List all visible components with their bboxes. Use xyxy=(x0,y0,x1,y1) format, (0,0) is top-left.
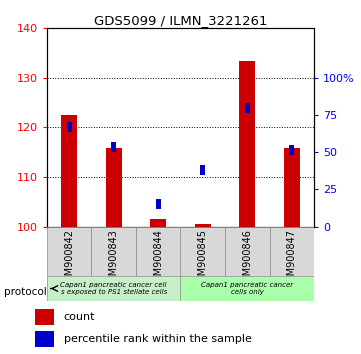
Text: Capan1 pancreatic cancer cell
s exposed to PS1 stellate cells: Capan1 pancreatic cancer cell s exposed … xyxy=(60,282,167,295)
Bar xyxy=(151,219,166,227)
Bar xyxy=(225,227,270,276)
Bar xyxy=(289,145,295,155)
Text: Capan1 pancreatic cancer
cells only: Capan1 pancreatic cancer cells only xyxy=(201,282,293,295)
Bar xyxy=(47,276,180,301)
Text: GSM900847: GSM900847 xyxy=(287,229,297,288)
Text: GSM900846: GSM900846 xyxy=(242,229,252,288)
Bar xyxy=(239,61,255,227)
Bar xyxy=(35,309,54,325)
Bar xyxy=(180,276,314,301)
Bar xyxy=(284,148,300,227)
Text: GSM900842: GSM900842 xyxy=(64,229,74,288)
Text: percentile rank within the sample: percentile rank within the sample xyxy=(64,334,252,344)
Bar xyxy=(91,227,136,276)
Text: GSM900844: GSM900844 xyxy=(153,229,163,288)
Bar xyxy=(61,115,77,227)
Bar xyxy=(136,227,180,276)
Bar xyxy=(200,165,205,175)
Bar xyxy=(35,331,54,347)
Text: protocol: protocol xyxy=(4,287,46,297)
Bar xyxy=(245,103,250,113)
Bar xyxy=(156,199,161,209)
Bar xyxy=(180,227,225,276)
Text: GSM900843: GSM900843 xyxy=(109,229,119,288)
Text: count: count xyxy=(64,312,95,322)
Bar xyxy=(270,227,314,276)
Text: GSM900845: GSM900845 xyxy=(198,229,208,288)
Bar xyxy=(195,224,210,227)
Bar xyxy=(111,142,116,152)
Title: GDS5099 / ILMN_3221261: GDS5099 / ILMN_3221261 xyxy=(94,14,267,27)
Bar xyxy=(106,148,122,227)
Bar xyxy=(47,227,91,276)
Bar xyxy=(66,122,72,132)
